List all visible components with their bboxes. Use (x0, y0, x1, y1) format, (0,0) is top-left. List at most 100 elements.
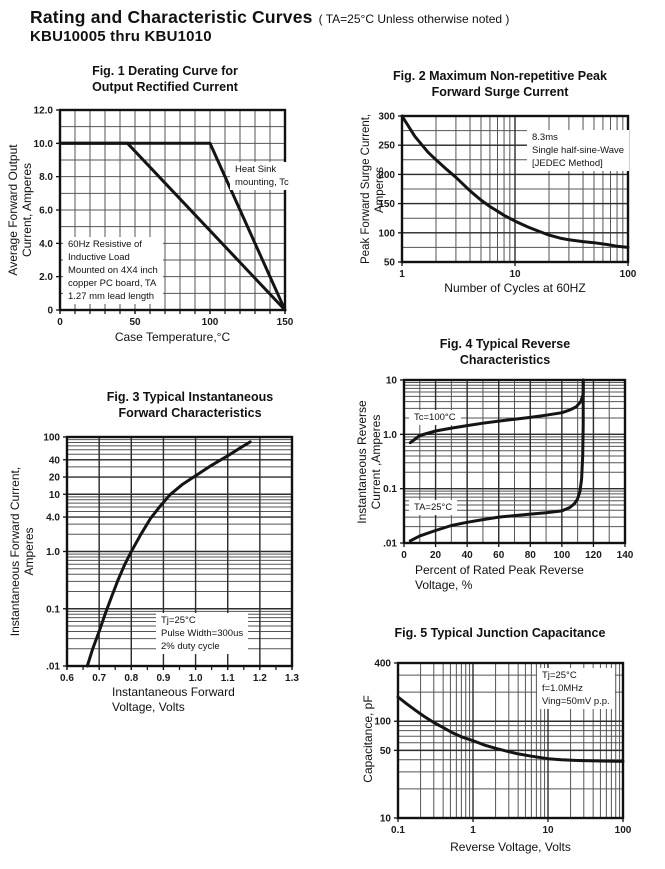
figure-3-x-axis-label: Instantaneous Forward Voltage, Volts (112, 685, 235, 714)
tick-labels: 1 10 100 300 250 200 150 100 50 (378, 112, 636, 281)
axis-ticks (56, 109, 286, 314)
y-tick-label: 10 (380, 814, 392, 825)
figure-2-x-axis-label: Number of Cycles at 60HZ (444, 281, 586, 295)
y-tick-label: 12.0 (34, 106, 54, 117)
x-tick-label: 20 (430, 550, 442, 561)
x-tick-label: 100 (620, 269, 637, 280)
figure-5-chart: 0.1 1 10 100 400 100 50 10 (374, 659, 631, 837)
y-tick-label: 10 (386, 376, 398, 387)
figure-4-title: Fig. 4 Typical Reverse Characteristics (385, 337, 625, 368)
y-tick-label: 50 (380, 746, 392, 757)
figure-3-title: Fig. 3 Typical Instantaneous Forward Cha… (45, 390, 335, 421)
y-tick-label: 4.0 (39, 239, 53, 250)
curve-fig4-0 (408, 378, 585, 445)
tick-labels: 0.6 0.7 0.8 0.9 1.0 1.1 1.2 1.3 100 40 20 10 4.0 1.0 0… (43, 433, 299, 685)
figure-1-load-conditions-note: 60Hz Resistive of Inductive Load Mounted… (63, 237, 163, 304)
y-tick-label: 0.1 (46, 604, 60, 615)
x-tick-label: 0.7 (92, 673, 106, 684)
page-title: Rating and Characteristic Curves (30, 7, 313, 27)
y-tick-label: 10 (49, 490, 61, 501)
x-tick-label: 0 (57, 317, 63, 328)
x-tick-label: 120 (585, 550, 602, 561)
x-tick-label: 10 (509, 269, 521, 280)
figure-4: 0 20 40 60 80 100 120 140 10 1.0 0.1 .01 Fig. 4 Typ… (335, 330, 665, 615)
y-tick-label: .01 (383, 539, 397, 550)
x-tick-label: 0.1 (391, 825, 405, 836)
figure-5-x-axis-label: Reverse Voltage, Volts (450, 840, 571, 854)
grid-lines (403, 379, 626, 544)
y-tick-label: 6.0 (39, 206, 53, 217)
figure-3-test-conditions-note: Tj=25°C Pulse Width=300us 2% duty cycle (156, 613, 249, 654)
figure-4-title-line2: Characteristics (459, 352, 551, 367)
y-tick-label: 100 (374, 717, 391, 728)
x-tick-label: 1 (399, 269, 405, 280)
curve-fig4-1 (408, 378, 585, 543)
x-tick-label: 1.1 (221, 673, 235, 684)
x-tick-label: 140 (617, 550, 634, 561)
figure-2: 1 10 100 300 250 200 150 100 50 Fig. 2 Maximum N… (335, 60, 665, 310)
figure-1-title-line2: Output Rectified Current (92, 79, 238, 94)
figure-2-title-line1: Fig. 2 Maximum Non-repetitive Peak (393, 69, 607, 83)
x-tick-label: 60 (493, 550, 505, 561)
y-tick-label: 300 (378, 112, 395, 123)
figure-5-y-axis-label: Capacitance, pF (361, 695, 375, 783)
x-tick-label: 1.3 (285, 673, 299, 684)
x-tick-label: 40 (462, 550, 474, 561)
curve-fig1-1 (58, 141, 287, 312)
tick-labels: 0 20 40 60 80 100 120 140 10 1.0 0.1 .01 (383, 376, 634, 562)
figure-4-title-line1: Fig. 4 Typical Reverse (439, 337, 571, 351)
x-tick-label: 0.9 (156, 673, 170, 684)
figure-1: 0 50 100 150 12.0 10.0 8.0 6.0 4.0 2.0 0 Fig. 1 De… (0, 60, 335, 360)
figure-4-curve-label-tc100: Tc=100°C (409, 410, 461, 425)
y-tick-label: 0.1 (383, 484, 397, 495)
figure-3-title-line2: Forward Characteristics (118, 405, 262, 420)
figure-1-y-axis-label: Average Forward Output Current, Amperes (6, 144, 34, 276)
axis-ticks (63, 436, 293, 670)
figure-1-heatsink-note: Heat Sink mounting, Tc (230, 162, 294, 190)
x-tick-label: 0 (401, 550, 407, 561)
axis-ticks (400, 379, 626, 547)
figure-5-title: Fig. 5 Typical Junction Capacitance (350, 626, 650, 642)
curve-fig5-0 (396, 695, 625, 763)
page-title-note: ( TA=25°C Unless otherwise noted ) (318, 12, 510, 26)
figure-3-y-axis-label: Instantaneous Forward Current, Amperes (8, 466, 36, 637)
y-tick-label: 8.0 (39, 172, 53, 183)
figure-4-chart: 0 20 40 60 80 100 120 140 10 1.0 0.1 .01 (383, 376, 634, 562)
part-number-range: KBU10005 thru KBU1010 (30, 28, 212, 45)
y-tick-label: 4.0 (46, 513, 60, 524)
y-tick-label: 200 (378, 170, 395, 181)
y-tick-label: 1.0 (383, 430, 397, 441)
x-tick-label: 1.0 (189, 673, 203, 684)
figure-2-title-line2: Forward Surge Current (431, 84, 569, 99)
y-tick-label: 250 (378, 141, 395, 152)
y-tick-label: 40 (49, 455, 61, 466)
y-tick-label: 50 (384, 258, 396, 269)
plot-border (396, 661, 625, 820)
y-tick-label: 100 (43, 433, 60, 444)
y-tick-label: 1.0 (46, 547, 60, 558)
figure-4-x-axis-label: Percent of Rated Peak Reverse Voltage, % (415, 563, 584, 592)
page-title-row: Rating and Characteristic Curves ( TA=25°… (30, 7, 509, 28)
tick-labels: 0 50 100 150 12.0 10.0 8.0 6.0 4.0 2.0 0 (34, 106, 294, 329)
plot-border (402, 378, 627, 545)
y-tick-label: 2.0 (39, 272, 53, 283)
y-tick-label: 10.0 (34, 139, 54, 150)
figure-3-title-line1: Fig. 3 Typical Instantaneous (106, 390, 274, 404)
x-tick-label: 10 (542, 825, 554, 836)
figure-1-x-axis-label: Case Temperature,°C (114, 330, 231, 344)
figure-5-title-line1: Fig. 5 Typical Junction Capacitance (394, 626, 606, 640)
x-tick-label: 100 (202, 317, 219, 328)
figure-1-title-line1: Fig. 1 Derating Curve for (92, 64, 238, 78)
y-tick-label: .01 (46, 662, 60, 673)
y-tick-label: 0 (47, 306, 53, 317)
x-tick-label: 80 (525, 550, 537, 561)
x-tick-label: 0.6 (60, 673, 74, 684)
figure-1-title: Fig. 1 Derating Curve for Output Rectifi… (30, 64, 300, 95)
figure-2-surge-conditions-note: 8.3ms Single half-sine-Wave [JEDEC Metho… (527, 130, 630, 171)
figure-1-chart: 0 50 100 150 12.0 10.0 8.0 6.0 4.0 2.0 0 (34, 106, 294, 329)
tick-labels: 0.1 1 10 100 400 100 50 10 (374, 659, 631, 837)
figure-5-test-conditions-note: Tj=25°C f=1.0MHz Ving=50mV p.p. (537, 668, 615, 709)
y-tick-label: 100 (378, 228, 395, 239)
curve-fig2-0 (400, 114, 630, 249)
